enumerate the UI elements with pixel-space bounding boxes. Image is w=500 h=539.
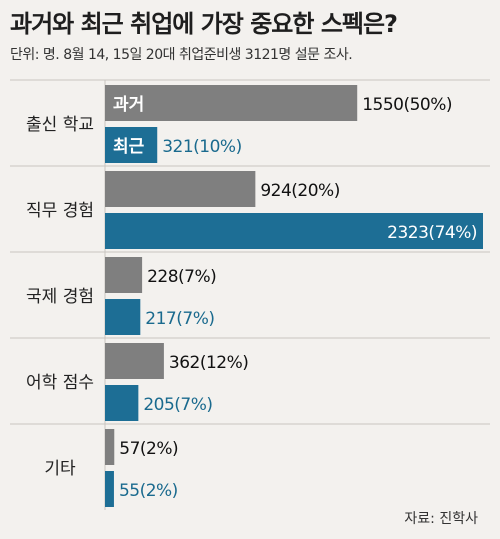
past-value-label: 1550(50%) [362,95,452,115]
past-value-label: 228(7%) [147,267,216,287]
chart-subtitle: 단위: 명. 8월 14, 15일 20대 취업준비생 3121명 설문 조사. [10,47,353,63]
recent-value-label: 2323(74%) [387,223,477,243]
past-bar [105,429,115,465]
recent-bar [105,127,158,163]
recent-value-label: 217(7%) [145,309,214,329]
past-value-label: 57(2%) [119,439,178,459]
recent-bar [105,213,483,249]
category-label: 출신 학교 [26,115,94,135]
source-note: 자료: 진학사 [404,511,478,527]
recent-legend-label: 최근 [113,137,145,157]
recent-bar [105,385,139,421]
recent-value-label: 55(2%) [119,481,178,501]
category-label: 국제 경험 [26,287,94,307]
past-bar [105,257,143,293]
recent-bar [105,299,141,335]
recent-value-label: 321(10%) [162,137,242,157]
category-label: 직무 경험 [26,201,94,221]
past-value-label: 362(12%) [169,353,249,373]
recent-value-label: 205(7%) [143,395,212,415]
category-label: 어학 점수 [26,373,94,393]
category-label: 기타 [44,459,76,479]
past-bar [105,171,256,207]
past-legend-label: 과거 [113,95,144,115]
chart-title: 과거와 최근 취업에 가장 중요한 스펙은? [10,10,398,38]
past-bar [105,85,358,121]
past-value-label: 924(20%) [260,181,340,201]
recent-bar [105,471,114,507]
past-bar [105,343,164,379]
